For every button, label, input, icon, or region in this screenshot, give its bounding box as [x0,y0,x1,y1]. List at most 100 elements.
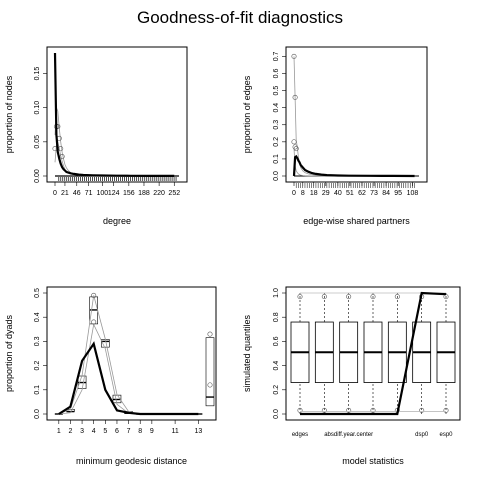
distance-x-tick-label: 8 [138,428,142,435]
esp-x-label: edge-wise shared partners [303,216,410,226]
model-y-tick-label: 0.4 [273,361,280,371]
model-x-tick-label: absdiff.year.center [324,432,373,438]
degree-x-tick-label: 21 [61,190,69,197]
esp-x-tick-label: 62 [358,190,366,197]
degree-observed-line [53,52,175,177]
degree-y-tick-label: 0.15 [34,67,41,81]
degree-x-tick-label: 124 [108,190,120,197]
model-x-tick-label: edges [292,432,308,438]
esp-x-tick-label: 0 [292,190,296,197]
esp-sim-lower [293,148,415,177]
esp-y-tick-label: 0.2 [273,137,280,147]
model-outlier [346,407,352,413]
model-outlier [297,294,303,300]
esp-outlier [292,94,298,100]
distance-y-tick-label: 0.4 [34,312,41,322]
model-x-tick-label: dsp0 [415,432,429,438]
esp-sim-upper [293,56,415,177]
esp-plot-frame [285,46,428,183]
model-outlier [297,407,303,413]
esp-outlier [291,53,297,59]
degree-x-tick-label: 252 [168,190,180,197]
esp-outlier [291,139,297,145]
esp-x-tick-label: 108 [407,190,419,197]
degree-y-tick-label: 0.05 [34,135,41,149]
esp-y-tick-label: 0.0 [273,171,280,181]
model-observed-line [300,291,447,416]
distance-x-tick-label: 13 [194,428,202,435]
distance-y-tick-label: 0.5 [34,288,41,298]
esp-y-label: proportion of edges [242,75,252,153]
distance-x-tick-label: 6 [115,428,119,435]
esp-x-tick-label: 40 [334,190,342,197]
esp-y-tick-label: 0.3 [273,120,280,130]
distance-y-tick-label: 0.1 [34,385,41,395]
distance-x-tick-label: 1 [57,428,61,435]
degree-x-tick-label: 100 [96,190,108,197]
esp-y-tick-label: 0.4 [273,103,280,113]
distance-outlier [207,382,213,388]
degree-x-tick-label: 156 [123,190,135,197]
distance-x-label: minimum geodesic distance [76,456,187,466]
degree-x-label: degree [103,216,131,226]
model-outlier [419,407,425,413]
model-outlier [394,294,400,300]
degree-y-tick-label: 0.00 [34,169,41,183]
degree-sim-lower [54,140,175,177]
distance-x-tick-label: 4 [92,428,96,435]
distance-outlier [91,319,97,325]
esp-observed-line [292,154,415,178]
esp-x-tick-label: 73 [370,190,378,197]
distance-box [205,337,215,407]
esp-y-tick-label: 0.1 [273,154,280,164]
distance-x-tick-label: 7 [127,428,131,435]
esp-x-tick-label: 51 [346,190,354,197]
degree-plot-frame [46,46,188,183]
distance-x-tick-label: 3 [80,428,84,435]
figure-title: Goodness-of-fit diagnostics [137,8,343,27]
degree-x-tick-label: 220 [153,190,165,197]
model-plot-frame [285,286,461,421]
model-outlier [321,407,327,413]
distance-outlier [207,331,213,337]
esp-x-tick-label: 18 [310,190,318,197]
degree-x-tick-label: 71 [85,190,93,197]
model-outlier [443,294,449,300]
distance-y-tick-label: 0.3 [34,336,41,346]
distance-y-tick-label: 0.0 [34,409,41,419]
distance-sim-upper [58,295,199,415]
degree-sim-upper [54,107,175,177]
distance-observed-line [58,341,199,416]
distance-x-tick-label: 5 [103,428,107,435]
model-outlier [346,294,352,300]
esp-x-tick-label: 29 [322,190,330,197]
esp-x-tick-label: 84 [382,190,390,197]
esp-outlier [293,146,299,152]
distance-plot-frame [46,286,217,421]
degree-y-tick-label: 0.10 [34,101,41,115]
model-outlier [443,407,449,413]
esp-x-tick-label: 95 [394,190,402,197]
degree-x-tick-label: 0 [53,190,57,197]
distance-outlier [91,292,97,298]
model-x-label: model statistics [342,456,404,466]
model-outlier [370,407,376,413]
esp-y-tick-label: 0.6 [273,69,280,79]
distance-x-tick-label: 2 [68,428,72,435]
model-y-label: simulated quantiles [242,314,252,392]
esp-x-tick-label: 8 [301,190,305,197]
model-y-tick-label: 0.0 [273,409,280,419]
distance-x-tick-label: 11 [171,428,178,435]
model-outlier [370,294,376,300]
model-y-tick-label: 0.2 [273,385,280,395]
degree-y-label: proportion of nodes [4,75,14,153]
esp-y-tick-label: 0.7 [273,51,280,61]
distance-y-tick-label: 0.2 [34,361,41,371]
distance-x-tick-label: 9 [150,428,154,435]
distance-y-label: proportion of dyads [4,314,14,392]
model-x-tick-label: esp0 [439,432,453,438]
degree-x-tick-label: 46 [73,190,81,197]
degree-x-tick-label: 188 [138,190,150,197]
model-y-tick-label: 1.0 [273,288,280,298]
